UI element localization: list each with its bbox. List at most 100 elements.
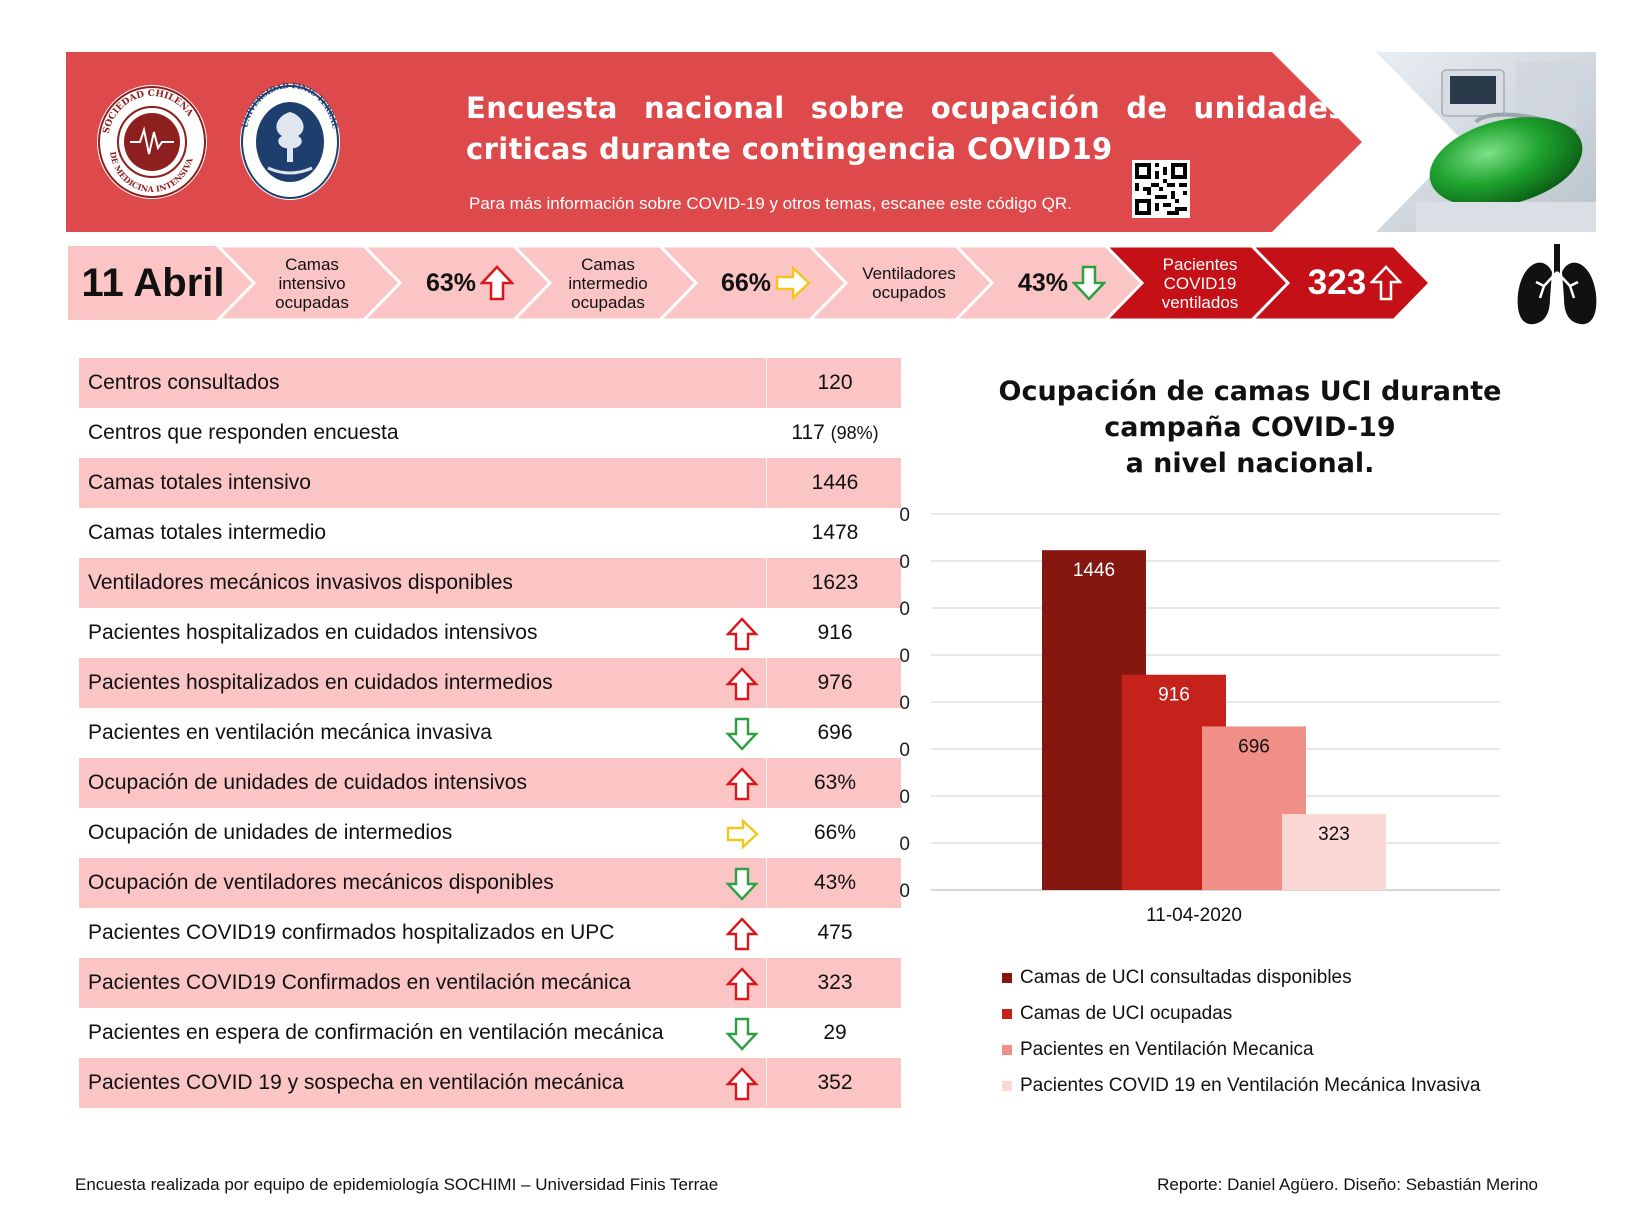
arrow-down-icon	[725, 717, 759, 751]
kpi-ventilators-value-text: 43%	[1017, 268, 1069, 297]
footer-credit-report: Reporte: Daniel Agüero. Diseño: Sebastiá…	[1157, 1175, 1538, 1194]
arrow-up-icon	[725, 667, 759, 701]
legend-swatch	[1002, 1045, 1012, 1055]
arrow-up-icon	[725, 1067, 759, 1101]
row-value: 1623	[811, 571, 859, 594]
banner-background	[66, 52, 1362, 232]
header-banner: SOCIEDAD CHILENA DE MEDICINA INTENSIVA U…	[66, 52, 1596, 232]
arrow-up-icon	[1370, 265, 1403, 301]
table-row: Pacientes en ventilación mecánica invasi…	[79, 708, 901, 758]
row-label: Centros que responden encuesta	[88, 421, 399, 444]
legend-label: Pacientes en Ventilación Mecanica	[1020, 1039, 1314, 1060]
row-label: Pacientes hospitalizados en cuidados int…	[88, 621, 538, 644]
table-row: Camas totales intermedio 1478	[79, 508, 901, 558]
bar-chart: 0 200 400 600 800 1000 1200 1400 1600 1446 916 696 3…	[900, 505, 1500, 926]
row-value: 976	[817, 671, 853, 694]
table-row: Camas totales intensivo 1446	[79, 458, 901, 508]
page-title: Encuesta nacional sobre ocupación de uni…	[466, 91, 1346, 166]
legend-swatch	[1002, 973, 1012, 983]
survey-table: Centros consultados 120 Centros que respon…	[79, 358, 901, 1108]
row-value: 120	[817, 371, 853, 394]
table-row: Ventiladores mecánicos invasivos disponi…	[79, 558, 901, 608]
row-value: 66%	[813, 821, 857, 844]
row-label: Centros consultados	[88, 371, 280, 394]
kpi-strip: 11 Abril Camas intensivo ocupadas 63% Ca…	[68, 244, 1648, 325]
kpi-strip-background	[68, 246, 1433, 320]
kpi-covid-value: 323	[1290, 246, 1420, 320]
row-value-extra: (98%)	[830, 423, 879, 443]
kpi-covid-value-text: 323	[1307, 263, 1367, 302]
row-label: Pacientes hospitalizados en cuidados int…	[88, 671, 553, 694]
y-tick-label: 800	[900, 693, 910, 714]
table-column-divider	[766, 358, 767, 1106]
bar-data-label: 1446	[1073, 560, 1115, 581]
row-label: Ocupación de ventiladores mecánicos disp…	[88, 871, 554, 894]
row-label: Ocupación de unidades de intermedios	[88, 821, 453, 844]
footer-credit-survey: Encuesta realizada por equipo de epidemi…	[75, 1175, 719, 1194]
kpi-ventilators-label: Ventiladores ocupados	[862, 264, 956, 302]
table-row: Ocupación de ventiladores mecánicos disp…	[79, 858, 901, 908]
bar-data-label: 916	[1158, 685, 1190, 706]
legend-label: Camas de UCI ocupadas	[1020, 1003, 1233, 1024]
bar-data-label: 696	[1238, 736, 1270, 757]
row-value: 117 (98%)	[791, 421, 879, 444]
kpi-intermediate-value-text: 66%	[720, 268, 772, 297]
row-label: Pacientes COVID 19 y sospecha en ventila…	[88, 1071, 624, 1094]
table-row: Pacientes hospitalizados en cuidados int…	[79, 658, 901, 708]
y-tick-label: 1200	[900, 599, 910, 620]
row-value: 916	[817, 621, 853, 644]
table-row: Ocupación de unidades de cuidados intens…	[79, 758, 901, 808]
chart-title: Ocupación de camas UCI durante campaña C…	[930, 374, 1570, 482]
kpi-covid-label: Pacientes COVID19 ventilados	[1161, 254, 1239, 312]
kpi-date: 11 Abril	[68, 246, 238, 320]
row-value: 475	[817, 921, 853, 944]
lungs-icon	[1517, 244, 1597, 325]
row-value: 323	[817, 971, 853, 994]
legend-swatch	[1002, 1009, 1012, 1019]
legend-label: Pacientes COVID 19 en Ventilación Mecáni…	[1020, 1075, 1481, 1096]
y-tick-label: 600	[900, 740, 910, 761]
table-row: Pacientes COVID 19 y sospecha en ventila…	[79, 1058, 901, 1108]
row-value: 63%	[813, 771, 857, 794]
row-value: 352	[817, 1071, 853, 1094]
legend-item: Pacientes en Ventilación Mecanica	[1002, 1032, 1480, 1068]
chart-title-line-2: campaña COVID-19	[1104, 412, 1396, 443]
row-label: Pacientes en ventilación mecánica invasi…	[88, 721, 492, 744]
arrow-down-icon	[1072, 265, 1107, 301]
arrow-up-icon	[725, 967, 759, 1001]
chart-legend: Camas de UCI consultadas disponibles Cama…	[1002, 960, 1480, 1104]
row-label: Pacientes en espera de confirmación en v…	[88, 1021, 664, 1044]
legend-item: Pacientes COVID 19 en Ventilación Mecáni…	[1002, 1068, 1480, 1104]
table-row: Centros consultados 120	[79, 358, 901, 408]
arrow-up-icon	[725, 917, 759, 951]
y-tick-label: 200	[900, 834, 910, 855]
kpi-icu-label: Camas intensivo ocupadas	[275, 254, 349, 312]
row-label: Pacientes COVID19 confirmados hospitaliz…	[88, 921, 615, 944]
kpi-ventilators-value: 43%	[992, 246, 1132, 320]
chart-title-line-3: a nivel nacional.	[1125, 448, 1375, 479]
y-tick-label: 1000	[900, 646, 910, 667]
row-value: 43%	[813, 871, 857, 894]
kpi-icu-value-text: 63%	[425, 268, 477, 297]
kpi-date-text: 11 Abril	[81, 260, 225, 305]
legend-item: Camas de UCI consultadas disponibles	[1002, 960, 1480, 996]
table-row: Pacientes COVID19 confirmados hospitaliz…	[79, 908, 901, 958]
bar-data-label: 323	[1318, 824, 1350, 845]
row-value: 1446	[811, 471, 859, 494]
ventilator-photo	[1376, 52, 1596, 232]
qr-code[interactable]	[1132, 160, 1190, 218]
row-value: 1478	[811, 521, 859, 544]
table-row: Ocupación de unidades de intermedios 66%	[79, 808, 901, 858]
kpi-intermediate-value: 66%	[696, 246, 836, 320]
table-row: Pacientes hospitalizados en cuidados int…	[79, 608, 901, 658]
x-category-label: 11-04-2020	[1146, 905, 1242, 926]
kpi-icu-value: 63%	[400, 246, 540, 320]
row-value: 696	[817, 721, 853, 744]
arrow-up-icon	[725, 617, 759, 651]
sochimi-logo: SOCIEDAD CHILENA DE MEDICINA INTENSIVA	[94, 82, 210, 202]
y-tick-label: 400	[900, 787, 910, 808]
y-tick-label: 1600	[900, 505, 910, 526]
table-row: Centros que responden encuesta 117 (98%)	[79, 408, 901, 458]
legend-label: Camas de UCI consultadas disponibles	[1020, 967, 1352, 988]
arrow-down-icon	[725, 867, 759, 901]
